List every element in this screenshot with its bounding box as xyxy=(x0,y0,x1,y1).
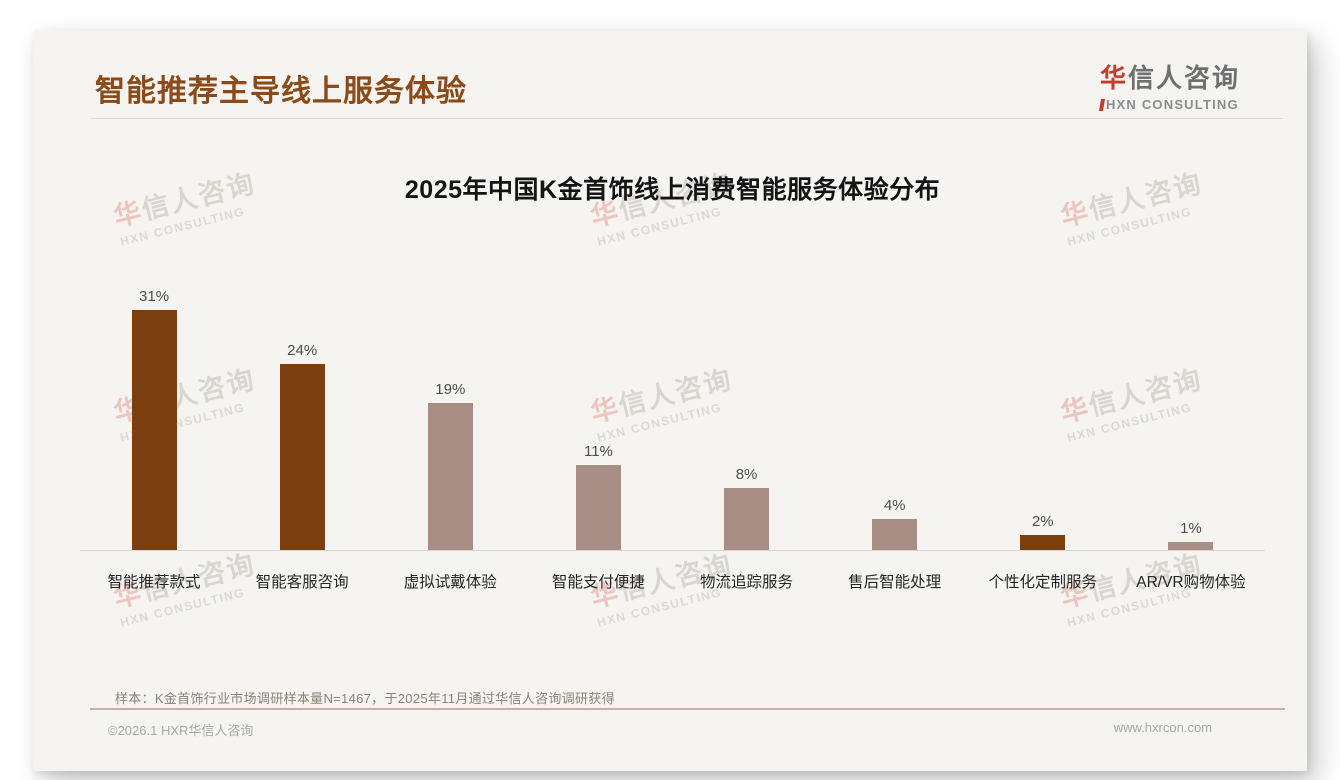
chart-title: 2025年中国K金首饰线上消费智能服务体验分布 xyxy=(404,176,941,204)
bar-column-2: 19% xyxy=(376,381,524,550)
logo-red-tick-icon xyxy=(1098,98,1106,111)
category-label-2: 虚拟试戴体验 xyxy=(403,574,497,591)
title-divider xyxy=(90,118,1283,119)
category-label-0: 智能推荐款式 xyxy=(107,574,201,591)
bar-column-1: 24% xyxy=(228,342,376,550)
category-labels: 智能推荐款式 智能客服咨询 虚拟试戴体验 智能支付便捷 物流追踪服务 售后智能处理 个性化定… xyxy=(80,570,1265,592)
category-label-5: 售后智能处理 xyxy=(848,574,942,591)
bar-5 xyxy=(872,519,918,550)
logo-zh-first: 华 xyxy=(1099,63,1128,93)
logo-zh-rest: 信人咨询 xyxy=(1127,63,1240,93)
brand-logo: 华信人咨询 HXN CONSULTING xyxy=(1098,58,1240,112)
bar-3 xyxy=(575,465,621,550)
logo-zh: 华信人咨询 xyxy=(1100,58,1240,95)
category-label-4: 物流追踪服务 xyxy=(700,574,794,591)
footer-divider xyxy=(90,708,1285,710)
logo-en-text: HXN CONSULTING xyxy=(1105,97,1239,112)
website-url: www.hxrcon.com xyxy=(1113,720,1212,735)
logo-en: HXN CONSULTING xyxy=(1098,97,1240,112)
copyright-text: ©2026.1 HXR华信人咨询 xyxy=(108,723,254,738)
category-label-1: 智能客服咨询 xyxy=(255,574,349,591)
category-label-3: 智能支付便捷 xyxy=(551,574,645,591)
report-slide: 华信人咨询 HXN CONSULTING 华信人咨询 HXN CONSULTING 华信… xyxy=(33,30,1307,771)
bar-value-label: 19% xyxy=(435,381,466,398)
bar-value-label: 8% xyxy=(735,466,758,483)
category-label-7: AR/VR购物体验 xyxy=(1136,574,1246,591)
bar-value-label: 11% xyxy=(583,443,613,460)
sample-note: 样本：K金首饰行业市场调研样本量N=1467，于2025年11月通过华信人咨询调… xyxy=(115,691,615,706)
bar-value-label: 24% xyxy=(287,342,318,359)
bar-series: 31% 24% 19% 11% 8% 4% 2% 1% xyxy=(80,280,1265,551)
category-label-6: 个性化定制服务 xyxy=(988,574,1098,591)
bar-column-6: 2% xyxy=(969,513,1117,550)
page-title: 智能推荐主导线上服务体验 xyxy=(95,75,467,108)
bar-2 xyxy=(427,403,473,550)
bar-value-label: 1% xyxy=(1180,520,1202,537)
bar-value-label: 2% xyxy=(1031,513,1054,530)
bar-value-label: 4% xyxy=(883,497,906,514)
bar-7 xyxy=(1168,542,1214,550)
bar-6 xyxy=(1020,535,1066,550)
bar-column-7: 1% xyxy=(1117,520,1265,550)
bar-value-label: 31% xyxy=(139,288,170,305)
bar-0 xyxy=(131,310,177,550)
bar-column-3: 11% xyxy=(524,443,672,550)
bar-column-0: 31% xyxy=(80,288,228,550)
bar-column-4: 8% xyxy=(673,466,821,550)
bar-column-5: 4% xyxy=(821,497,969,550)
bar-4 xyxy=(724,488,770,550)
bar-1 xyxy=(279,364,325,550)
